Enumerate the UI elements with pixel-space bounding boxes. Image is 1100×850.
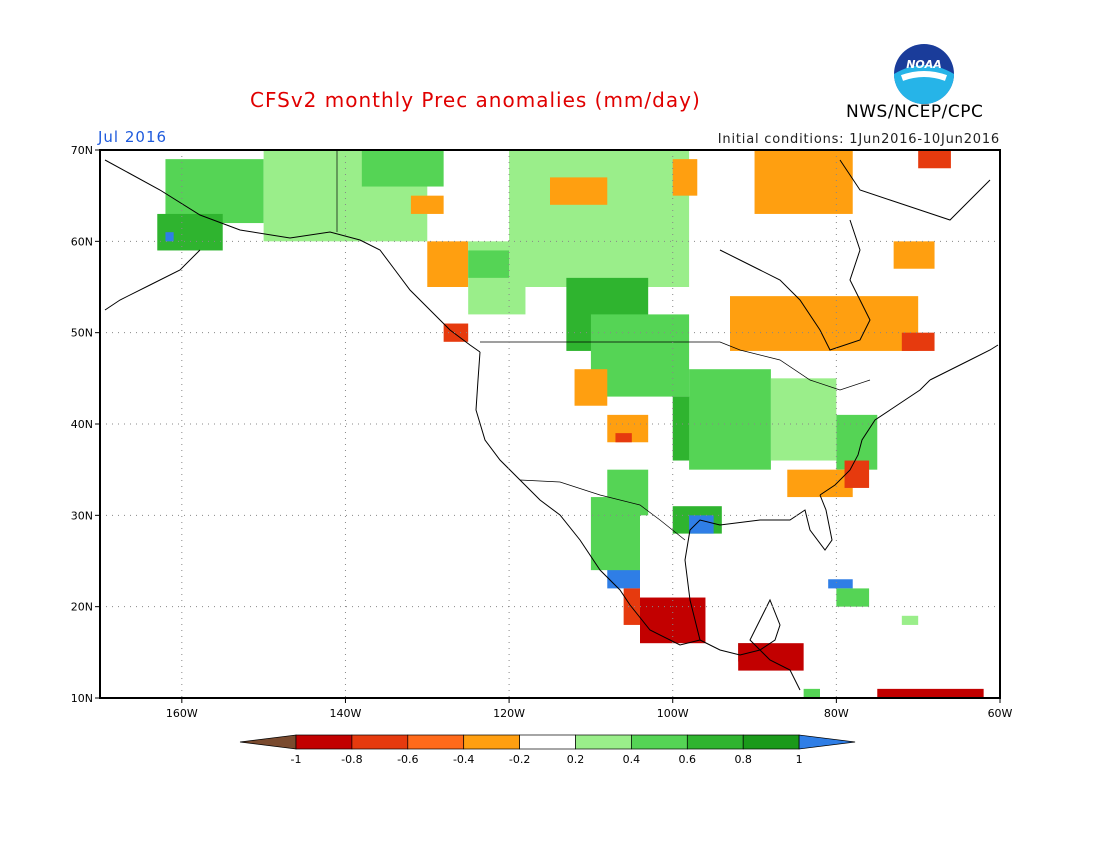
longitude-labels: 160W 140W 120W 100W 80W 60W	[166, 698, 1013, 720]
coastline-alaska-peninsula	[104, 249, 201, 311]
colorbar-label: -0.8	[341, 753, 362, 766]
colorbar-label: 0.8	[734, 753, 752, 766]
anomaly-region	[689, 369, 771, 470]
anomaly-region	[918, 150, 951, 169]
anomaly-region	[427, 241, 469, 287]
lon-label: 60W	[988, 707, 1013, 720]
coastline-greenland	[839, 159, 991, 221]
anomaly-region	[509, 150, 690, 287]
colorbar-swatch	[407, 734, 465, 750]
colorbar-label: 0.2	[567, 753, 585, 766]
colorbar: -1 -0.8 -0.6 -0.4 -0.2 0.2 0.4 0.6 0.8 1	[239, 734, 856, 766]
coastlines	[104, 159, 999, 691]
colorbar-swatch	[575, 734, 632, 750]
map-title: CFSv2 monthly Prec anomalies (mm/day)	[250, 88, 701, 112]
anomaly-region	[877, 688, 984, 698]
lon-label: 160W	[166, 707, 198, 720]
lat-label: 10N	[71, 692, 93, 705]
colorbar-swatch	[631, 734, 688, 750]
colorbar-arrow-high	[798, 734, 856, 750]
lat-label: 60N	[71, 235, 93, 248]
colorbar-swatch	[519, 734, 576, 750]
anomaly-region	[165, 232, 174, 242]
lon-label: 80W	[824, 707, 849, 720]
anomaly-region	[689, 515, 714, 534]
anomaly-region	[165, 159, 264, 224]
anomaly-region	[574, 369, 608, 406]
political-borders	[336, 150, 871, 541]
colorbar-label: -0.6	[397, 753, 418, 766]
anomaly-region	[836, 588, 870, 607]
colorbar-swatch	[351, 734, 409, 750]
anomaly-region	[361, 150, 444, 187]
anomaly-region	[893, 241, 935, 269]
anomaly-region	[640, 597, 706, 644]
coastline-gulf	[684, 494, 833, 641]
coastline-central-america	[699, 598, 801, 691]
coastline-alaska	[104, 159, 481, 353]
anomaly-region	[901, 615, 919, 625]
coastline-hudson-bay	[719, 219, 871, 351]
lat-label: 20N	[71, 601, 93, 614]
anomaly-region	[672, 159, 698, 196]
anomaly-regions	[157, 150, 984, 698]
graticule	[100, 150, 1000, 698]
colorbar-label: 0.4	[623, 753, 641, 766]
coastline-canada-east	[929, 344, 999, 381]
anomaly-region	[770, 378, 837, 461]
anomaly-region	[844, 460, 870, 488]
colorbar-label: -1	[291, 753, 302, 766]
initial-conditions: Initial conditions: 1Jun2016-10Jun2016	[717, 132, 1000, 147]
anomaly-region	[443, 323, 469, 342]
lon-label: 100W	[657, 707, 689, 720]
anomaly-region	[901, 332, 935, 351]
noaa-logo: NOAA	[894, 44, 954, 104]
colorbar-label: 1	[796, 753, 803, 766]
anomaly-region	[803, 688, 820, 698]
anomaly-region	[828, 579, 853, 589]
anomaly-region	[590, 497, 640, 571]
logo-text: NOAA	[906, 58, 942, 71]
colorbar-swatch	[686, 734, 744, 750]
forecast-period: Jul 2016	[98, 128, 168, 146]
colorbar-label: 0.6	[679, 753, 697, 766]
lat-label: 50N	[71, 327, 93, 340]
colorbar-label: -0.4	[453, 753, 474, 766]
colorbar-label: -0.2	[509, 753, 530, 766]
lon-label: 140W	[330, 707, 362, 720]
anomaly-region	[787, 469, 853, 498]
lat-label: 70N	[71, 144, 93, 157]
colorbar-arrow-low	[239, 734, 297, 750]
border-us-canada	[480, 341, 871, 391]
colorbar-swatch	[742, 734, 800, 750]
anomaly-region	[615, 433, 632, 443]
lat-label: 30N	[71, 509, 93, 522]
coastline-west-us	[475, 351, 701, 646]
colorbar-swatch	[295, 734, 353, 750]
latitude-labels: 70N 60N 50N 40N 30N 20N 10N	[71, 144, 100, 705]
border-us-mexico	[519, 479, 686, 541]
lon-label: 120W	[493, 707, 525, 720]
coastline-east-us	[819, 379, 931, 496]
lat-label: 40N	[71, 418, 93, 431]
colorbar-swatch	[463, 734, 520, 750]
anomaly-region	[550, 177, 608, 205]
anomaly-region	[410, 195, 444, 214]
anomaly-region	[738, 643, 804, 671]
anomaly-region	[468, 250, 510, 278]
agency-label: NWS/NCEP/CPC	[846, 102, 984, 122]
anomaly-region	[754, 150, 853, 214]
anomaly-region	[730, 296, 919, 351]
